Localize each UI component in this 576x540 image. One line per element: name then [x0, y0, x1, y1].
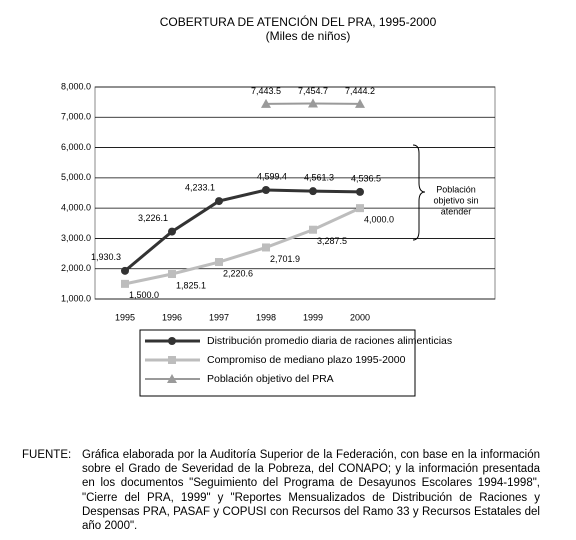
- legend-box: [139, 329, 416, 397]
- data-point: [215, 258, 223, 267]
- data-label: 2,701.9: [270, 254, 300, 264]
- x-tick-label: 1995: [115, 312, 135, 322]
- data-point: [356, 187, 364, 196]
- data-label: 1,930.3: [91, 252, 121, 262]
- data-point: [121, 266, 129, 275]
- data-label: 1,825.1: [176, 280, 206, 290]
- series-line: [124, 188, 361, 272]
- y-tick-label: 2,000.0: [61, 263, 91, 273]
- data-point: [355, 98, 365, 108]
- y-tick-label: 7,000.0: [61, 112, 91, 122]
- y-tick-label: 8,000.0: [61, 81, 91, 91]
- data-point: [168, 227, 176, 236]
- data-label: 1,500.0: [129, 290, 159, 300]
- y-tick-label: 5,000.0: [61, 172, 91, 182]
- chart: COBERTURA DE ATENCIÓN DEL PRA, 1995-2000…: [61, 14, 496, 397]
- data-label: 7,444.2: [345, 86, 375, 96]
- plot-area: [94, 86, 496, 300]
- data-label: 3,287.5: [317, 236, 347, 246]
- y-tick-label: 3,000.0: [61, 233, 91, 243]
- y-tick-label: 6,000.0: [61, 142, 91, 152]
- data-label: 4,599.4: [257, 171, 287, 181]
- data-label: 3,226.1: [138, 213, 168, 223]
- data-point: [262, 185, 270, 194]
- y-tick-label: 4,000.0: [61, 203, 91, 213]
- legend-marker: [167, 374, 177, 383]
- legend-marker: [168, 337, 176, 345]
- x-tick-label: 1997: [209, 312, 229, 322]
- data-point: [309, 225, 317, 234]
- data-label: 4,536.5: [351, 173, 381, 183]
- data-label: 7,443.5: [251, 86, 281, 96]
- chart-title: COBERTURA DE ATENCIÓN DEL PRA, 1995-2000: [160, 14, 437, 29]
- x-tick-label: 1998: [256, 312, 276, 322]
- x-tick-label: 1999: [303, 312, 323, 322]
- data-label: 4,233.1: [185, 182, 215, 192]
- legend-label: Población objetivo del PRA: [207, 373, 334, 385]
- data-label: 4,561.3: [304, 173, 334, 183]
- footer-text: Gráfica elaborada por la Auditoría Super…: [82, 449, 540, 533]
- data-point: [356, 204, 364, 213]
- annotation: atender: [441, 206, 472, 216]
- annotation: objetivo sin: [433, 195, 478, 205]
- brace: [412, 144, 426, 241]
- chart-subtitle: (Miles de niños): [266, 29, 351, 43]
- legend-label: Compromiso de mediano plazo 1995-2000: [207, 354, 406, 366]
- annotation: Población: [436, 184, 476, 194]
- data-point: [262, 243, 270, 252]
- data-point: [261, 98, 271, 108]
- legend-label: Distribución promedio diaria de raciones…: [207, 335, 452, 347]
- legend-marker: [168, 356, 176, 364]
- x-tick-label: 1996: [162, 312, 182, 322]
- data-point: [309, 187, 317, 196]
- data-point: [121, 279, 129, 288]
- data-label: 7,454.7: [298, 86, 328, 96]
- footer-label: FUENTE:: [22, 449, 72, 461]
- y-tick-label: 1,000.0: [61, 293, 91, 303]
- series-line: [124, 206, 361, 286]
- data-point: [308, 98, 318, 108]
- data-label: 2,220.6: [223, 268, 253, 278]
- data-label: 4,000.0: [364, 215, 394, 225]
- data-point: [168, 270, 176, 279]
- x-tick-label: 2000: [350, 312, 370, 322]
- data-point: [215, 197, 223, 206]
